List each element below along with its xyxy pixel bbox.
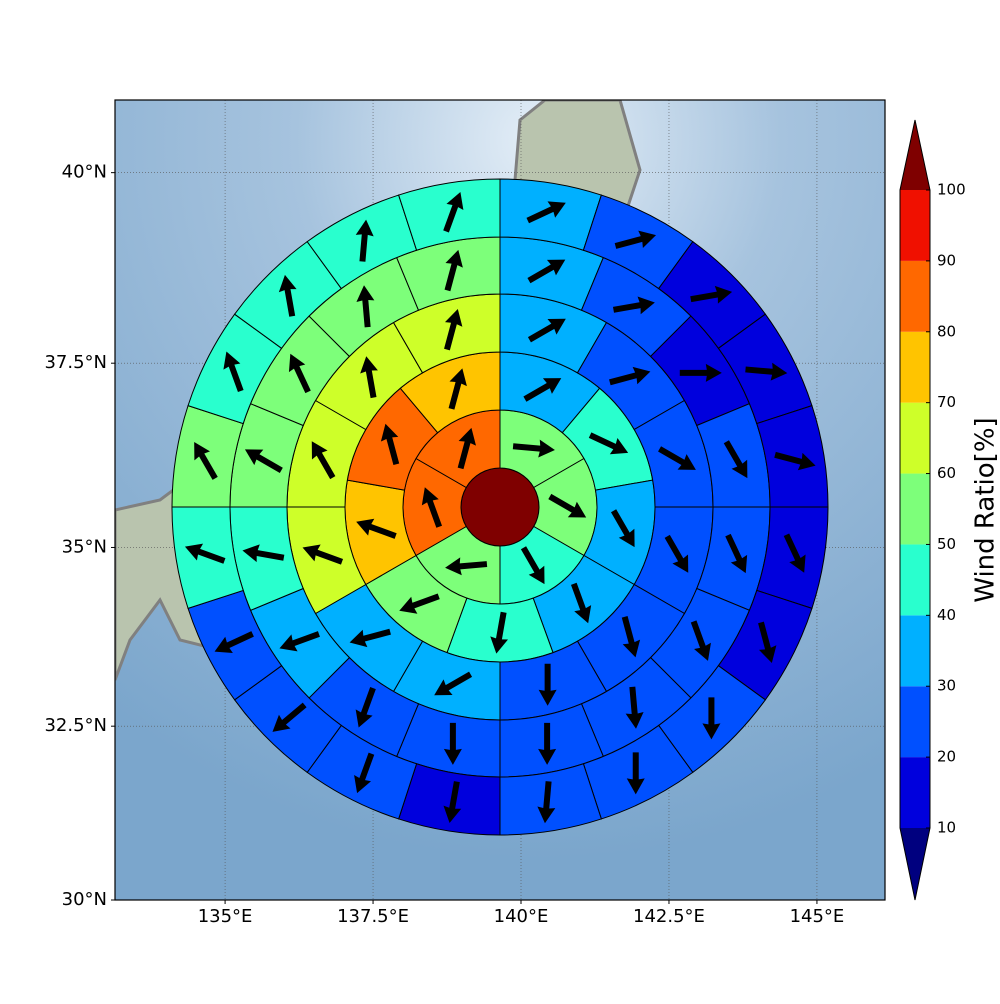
y-tick-label: 32.5°N bbox=[44, 715, 107, 736]
colorbar: 10 20 30 40 50 60 70 80 90 100 bbox=[900, 120, 966, 900]
colorbar-tick-label: 80 bbox=[937, 322, 956, 340]
y-tick-label: 35°N bbox=[62, 536, 107, 557]
colorbar-over bbox=[900, 120, 930, 190]
colorbar-label: Wind Ratio[%] bbox=[971, 417, 1000, 602]
colorbar-tick-label: 100 bbox=[937, 181, 966, 199]
colorbar-segment bbox=[900, 190, 930, 261]
cells-layer bbox=[172, 179, 828, 835]
colorbar-tick-label: 60 bbox=[937, 464, 956, 482]
x-tick-label: 140°E bbox=[494, 906, 549, 927]
colorbar-segment bbox=[900, 261, 930, 332]
colorbar-tick-label: 40 bbox=[937, 606, 956, 624]
colorbar-tick-label: 50 bbox=[937, 535, 956, 553]
y-tick-label: 30°N bbox=[62, 889, 107, 910]
colorbar-segment bbox=[900, 615, 930, 686]
x-tick-label: 135°E bbox=[198, 906, 253, 927]
x-tick-label: 137.5°E bbox=[337, 906, 409, 927]
x-tick-label: 142.5°E bbox=[633, 906, 705, 927]
colorbar-tick-label: 30 bbox=[937, 677, 956, 695]
colorbar-segment bbox=[900, 757, 930, 828]
colorbar-segment bbox=[900, 544, 930, 615]
colorbar-tick-label: 10 bbox=[937, 819, 956, 837]
colorbar-tick-label: 90 bbox=[937, 251, 956, 269]
colorbar-tick-label: 20 bbox=[937, 748, 956, 766]
x-tick-label: 145°E bbox=[790, 906, 845, 927]
colorbar-segment bbox=[900, 403, 930, 474]
colorbar-segment bbox=[900, 332, 930, 403]
colorbar-tick-label: 70 bbox=[937, 393, 956, 411]
colorbar-segment bbox=[900, 686, 930, 757]
y-tick-label: 40°N bbox=[62, 162, 107, 183]
y-tick-label: 37.5°N bbox=[44, 352, 107, 373]
colorbar-under bbox=[900, 828, 930, 900]
colorbar-segment bbox=[900, 474, 930, 545]
